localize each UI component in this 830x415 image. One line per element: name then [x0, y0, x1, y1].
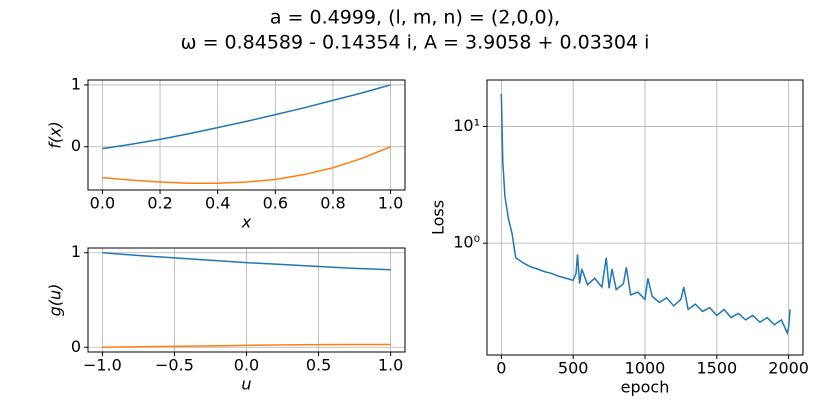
axes-frame: [486, 79, 804, 356]
y-tick-label: 10¹: [453, 116, 480, 135]
x-tick-label: 500: [558, 359, 589, 378]
x-tick-label: 1000: [625, 359, 666, 378]
y-tick-label: 0: [71, 337, 81, 356]
x-tick-label: 0.4: [205, 194, 230, 213]
title-line: ω = 0.84589 - 0.14354 i, A = 3.9058 + 0.…: [181, 32, 650, 54]
y-tick-label: 1: [71, 242, 81, 261]
series-line: [102, 84, 391, 150]
x-tick-label: −0.5: [155, 356, 194, 375]
y-axis-label: f(x): [46, 121, 65, 149]
y-tick-label: 0: [71, 136, 81, 155]
x-tick-label: 0.2: [147, 194, 172, 213]
x-tick-label: 0.0: [90, 194, 115, 213]
x-tick-label: 0.6: [263, 194, 288, 213]
x-tick-label: 1.0: [378, 356, 403, 375]
x-axis-label: x: [241, 213, 252, 232]
y-axis-label: Loss: [429, 200, 448, 235]
x-tick-label: 1500: [696, 359, 737, 378]
axes-frame: [87, 247, 406, 353]
x-axis-label: u: [241, 375, 251, 394]
x-tick-label: −1.0: [83, 356, 122, 375]
x-tick-label: 2000: [768, 359, 809, 378]
x-tick-label: 0.8: [320, 194, 345, 213]
series-line: [102, 146, 391, 184]
series-line: [500, 93, 791, 336]
axes-frame: [87, 79, 406, 191]
series-line: [102, 343, 391, 349]
x-axis-label: epoch: [621, 378, 670, 397]
x-tick-label: 0.5: [306, 356, 331, 375]
title-line: a = 0.4999, (l, m, n) = (2,0,0),: [270, 7, 560, 29]
x-tick-label: 0: [496, 359, 506, 378]
y-tick-label: 1: [71, 74, 81, 93]
series-line: [102, 251, 391, 271]
x-tick-label: 0.0: [234, 356, 259, 375]
x-tick-label: 1.0: [378, 194, 403, 213]
y-tick-label: 10⁰: [453, 233, 480, 252]
y-axis-label: g(u): [46, 284, 65, 317]
